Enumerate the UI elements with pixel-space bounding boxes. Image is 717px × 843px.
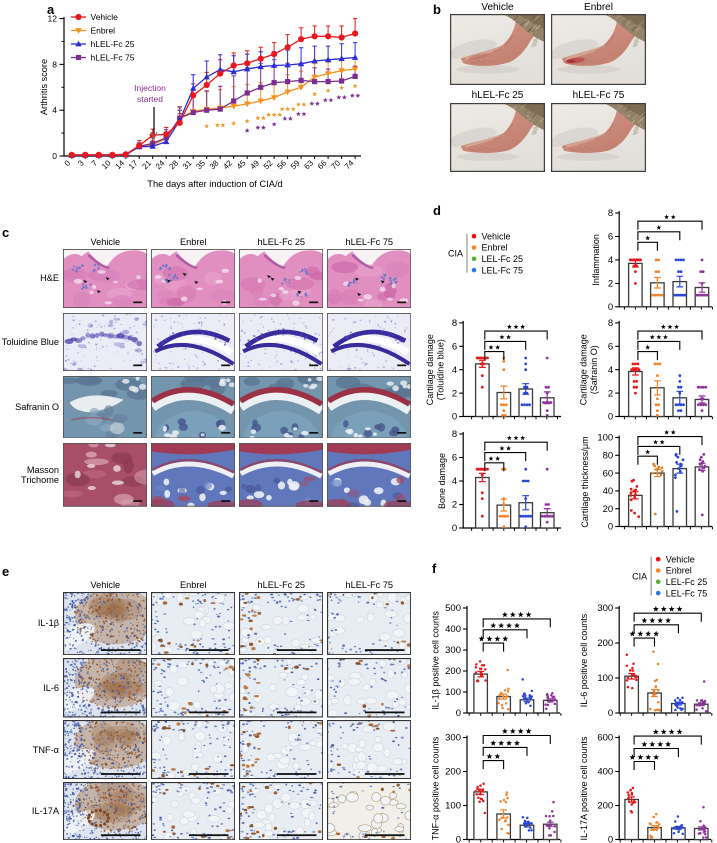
svg-text:8: 8 xyxy=(608,208,613,219)
svg-text:8: 8 xyxy=(452,318,457,329)
svg-text:3: 3 xyxy=(76,158,86,168)
svg-text:hLEL-Fc 75: hLEL-Fc 75 xyxy=(91,53,135,63)
svg-text:8: 8 xyxy=(52,59,57,69)
svg-text:35: 35 xyxy=(194,158,207,171)
svg-text:70: 70 xyxy=(329,158,342,171)
svg-text:Cartilage thickness/μm: Cartilage thickness/μm xyxy=(580,436,590,527)
svg-text:6: 6 xyxy=(452,453,457,464)
svg-text:100: 100 xyxy=(597,433,613,444)
svg-text:14: 14 xyxy=(114,158,127,171)
svg-text:Cartilage damage: Cartilage damage xyxy=(579,334,589,405)
svg-text:Arthritis score: Arthritis score xyxy=(39,59,49,115)
svg-text:IL-1β positive cell counts: IL-1β positive cell counts xyxy=(431,611,441,710)
svg-text:Vehicle: Vehicle xyxy=(482,231,511,241)
svg-text:0: 0 xyxy=(608,708,613,719)
svg-text:LEL-Fc 75: LEL-Fc 75 xyxy=(666,588,708,598)
svg-text:74: 74 xyxy=(343,158,356,171)
svg-text:0: 0 xyxy=(456,708,461,719)
svg-text:2: 2 xyxy=(608,388,613,399)
svg-text:0: 0 xyxy=(63,158,73,168)
svg-text:Vehicle: Vehicle xyxy=(91,12,119,22)
svg-text:Injection: Injection xyxy=(134,83,166,93)
svg-text:300: 300 xyxy=(597,603,613,614)
svg-text:17: 17 xyxy=(127,158,140,171)
svg-text:12: 12 xyxy=(48,14,58,24)
svg-text:started: started xyxy=(137,94,163,104)
svg-text:0: 0 xyxy=(608,522,613,533)
svg-text:2: 2 xyxy=(452,388,457,399)
svg-text:66: 66 xyxy=(316,158,329,171)
svg-text:100: 100 xyxy=(597,673,613,684)
svg-text:The days after induction of CI: The days after induction of CIA/d xyxy=(147,179,282,189)
svg-text:(Toluidine blue): (Toluidine blue) xyxy=(436,339,446,400)
svg-text:4: 4 xyxy=(452,476,457,487)
svg-text:6: 6 xyxy=(608,342,613,353)
svg-text:4: 4 xyxy=(608,255,613,266)
svg-text:200: 200 xyxy=(445,666,461,677)
svg-text:100: 100 xyxy=(445,687,461,698)
svg-text:31: 31 xyxy=(181,158,194,171)
svg-text:2: 2 xyxy=(608,279,613,290)
svg-text:(Safranin O): (Safranin O) xyxy=(589,345,599,394)
svg-text:0: 0 xyxy=(452,523,457,534)
svg-text:500: 500 xyxy=(445,603,461,614)
svg-text:10: 10 xyxy=(100,158,113,171)
svg-text:300: 300 xyxy=(445,645,461,656)
svg-text:Cartilage damage: Cartilage damage xyxy=(425,334,435,405)
svg-text:0: 0 xyxy=(608,302,613,313)
svg-text:42: 42 xyxy=(221,158,234,171)
svg-text:20: 20 xyxy=(603,504,614,515)
svg-text:63: 63 xyxy=(302,158,315,171)
svg-text:52: 52 xyxy=(262,158,275,171)
svg-text:CIA: CIA xyxy=(448,248,463,258)
svg-text:LEL-Fc 25: LEL-Fc 25 xyxy=(482,254,524,264)
svg-text:60: 60 xyxy=(603,468,614,479)
svg-text:21: 21 xyxy=(140,158,153,171)
svg-text:80: 80 xyxy=(603,451,614,462)
svg-text:Bone damage: Bone damage xyxy=(437,453,447,509)
svg-text:CIA: CIA xyxy=(632,571,647,581)
svg-text:Enbrel: Enbrel xyxy=(666,566,692,576)
svg-text:LEL-Fc 25: LEL-Fc 25 xyxy=(666,577,708,587)
svg-text:56: 56 xyxy=(275,158,288,171)
svg-text:8: 8 xyxy=(608,318,613,329)
svg-text:LEL-Fc 75: LEL-Fc 75 xyxy=(482,265,524,275)
svg-text:4: 4 xyxy=(608,365,613,376)
svg-text:8: 8 xyxy=(452,429,457,440)
svg-text:45: 45 xyxy=(235,158,248,171)
svg-text:Inflammation: Inflammation xyxy=(591,234,601,286)
svg-text:hLEL-Fc 25: hLEL-Fc 25 xyxy=(91,39,135,49)
svg-text:4: 4 xyxy=(452,365,457,376)
svg-text:6: 6 xyxy=(452,342,457,353)
svg-text:0: 0 xyxy=(452,412,457,423)
svg-text:0: 0 xyxy=(608,412,613,423)
svg-text:4: 4 xyxy=(52,105,57,115)
svg-text:59: 59 xyxy=(289,158,302,171)
svg-text:38: 38 xyxy=(208,158,221,171)
svg-text:0: 0 xyxy=(52,151,57,161)
svg-text:2: 2 xyxy=(452,500,457,511)
svg-text:Enbrel: Enbrel xyxy=(91,26,116,36)
svg-text:6: 6 xyxy=(608,232,613,243)
svg-text:40: 40 xyxy=(603,486,614,497)
svg-text:200: 200 xyxy=(597,638,613,649)
svg-text:24: 24 xyxy=(154,158,167,171)
svg-text:Enbrel: Enbrel xyxy=(482,243,508,253)
svg-text:7: 7 xyxy=(90,158,100,168)
svg-text:400: 400 xyxy=(445,624,461,635)
svg-text:28: 28 xyxy=(167,158,180,171)
svg-text:Vehicle: Vehicle xyxy=(666,554,695,564)
svg-text:49: 49 xyxy=(248,158,261,171)
